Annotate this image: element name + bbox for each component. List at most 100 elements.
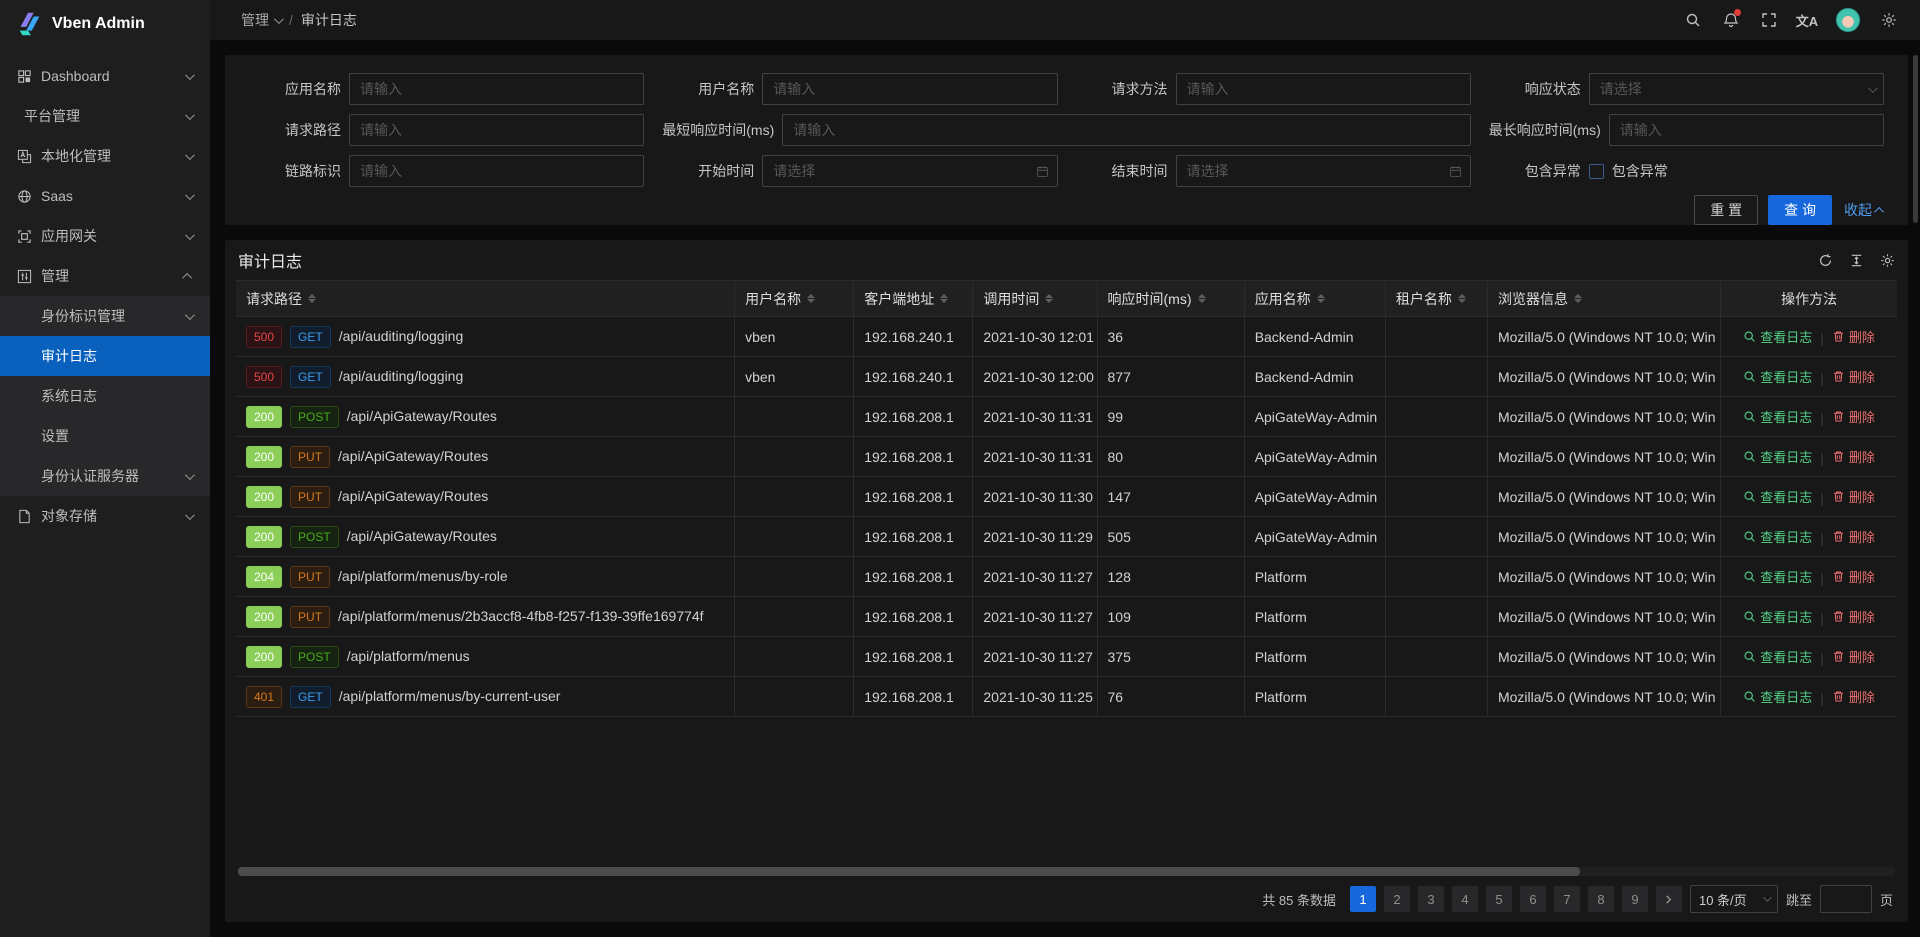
delete-button[interactable]: 删除 [1832,407,1875,426]
sort-icon[interactable] [807,294,816,303]
view-log-button[interactable]: 查看日志 [1743,487,1812,506]
sidebar-item-system-log[interactable]: 系统日志 [0,376,210,416]
min-response-time-input[interactable] [782,114,1471,146]
view-log-button[interactable]: 查看日志 [1743,367,1812,386]
column-header[interactable]: 请求路径 [236,280,736,317]
cell-duration: 147 [1097,476,1245,517]
sidebar-item-management[interactable]: 管理 [0,256,210,296]
chevron-down-icon [184,229,195,240]
sort-icon[interactable] [940,294,949,303]
delete-button[interactable]: 删除 [1832,447,1875,466]
notification-bell-icon[interactable] [1714,0,1748,40]
http-method-input[interactable] [1175,73,1471,105]
sort-icon[interactable] [1045,294,1054,303]
refresh-icon[interactable] [1818,253,1833,268]
sidebar-item-settings[interactable]: 设置 [0,416,210,456]
max-response-time-input[interactable] [1608,114,1884,146]
view-log-button[interactable]: 查看日志 [1743,407,1812,426]
search-icon[interactable] [1676,0,1710,40]
cell-duration: 505 [1097,516,1245,557]
page-button[interactable]: 3 [1417,886,1444,912]
sidebar-item-auth-server[interactable]: 身份认证服务器 [0,456,210,496]
vertical-scrollbar[interactable] [1913,55,1918,223]
view-log-button[interactable]: 查看日志 [1743,607,1812,626]
avatar[interactable] [1836,8,1860,32]
sidebar-item-dashboard[interactable]: Dashboard [0,56,210,96]
sidebar-item-localization[interactable]: 本地化管理 [0,136,210,176]
sort-icon[interactable] [1457,294,1466,303]
page-button[interactable]: 2 [1383,886,1410,912]
row-height-icon[interactable] [1849,253,1864,268]
delete-button[interactable]: 删除 [1832,487,1875,506]
scrollbar-thumb[interactable] [238,867,1581,876]
logo[interactable]: Vben Admin [0,0,210,48]
sidebar-item-identity[interactable]: 身份标识管理 [0,296,210,336]
sidebar-item-object-storage[interactable]: 对象存储 [0,496,210,536]
notification-dot [1734,9,1741,16]
page-button[interactable]: 6 [1519,886,1546,912]
reset-button[interactable]: 重 置 [1694,195,1759,225]
column-header[interactable]: 应用名称 [1244,280,1386,317]
column-header[interactable]: 响应时间(ms) [1097,280,1245,317]
sort-icon[interactable] [1573,294,1582,303]
delete-button[interactable]: 删除 [1832,687,1875,706]
sort-icon[interactable] [1197,294,1206,303]
view-log-button[interactable]: 查看日志 [1743,527,1812,546]
app-name-label: 应用名称 [285,81,341,97]
sort-icon[interactable] [1316,294,1325,303]
cell-actions: 查看日志 | 删除 [1720,316,1897,357]
delete-button[interactable]: 删除 [1832,567,1875,586]
column-header[interactable]: 租户名称 [1385,280,1488,317]
query-button[interactable]: 查 询 [1768,195,1832,225]
cell-duration: 877 [1097,356,1245,397]
cell-user [734,516,855,557]
collapse-link[interactable]: 收起 [1844,200,1885,220]
column-header[interactable]: 用户名称 [734,280,855,317]
cell-app: Platform [1244,556,1386,597]
gear-icon[interactable] [1872,0,1906,40]
page-button[interactable]: 1 [1349,886,1376,912]
page-button[interactable]: 5 [1485,886,1512,912]
sidebar-item-platform[interactable]: 平台管理 [0,96,210,136]
delete-button[interactable]: 删除 [1832,327,1875,346]
delete-button[interactable]: 删除 [1832,607,1875,626]
column-header[interactable]: 客户端地址 [853,280,974,317]
sidebar-item-gateway[interactable]: 应用网关 [0,216,210,256]
column-header[interactable]: 浏览器信息 [1487,280,1722,317]
sidebar-item-saas[interactable]: Saas [0,176,210,216]
sort-icon[interactable] [308,294,316,303]
cell-browser: Mozilla/5.0 (Windows NT 10.0; Win [1487,516,1722,557]
end-time-picker[interactable] [1175,155,1471,187]
page-button[interactable]: 9 [1621,886,1648,912]
view-log-button[interactable]: 查看日志 [1743,567,1812,586]
fullscreen-icon[interactable] [1752,0,1786,40]
view-log-button[interactable]: 查看日志 [1743,327,1812,346]
app-name-input[interactable] [349,73,645,105]
trace-id-input[interactable] [349,155,645,187]
response-status-select[interactable] [1588,73,1884,105]
translate-icon[interactable]: 文A [1795,13,1819,29]
jump-page-input[interactable] [1819,885,1872,913]
delete-button[interactable]: 删除 [1832,527,1875,546]
sidebar-item-audit-log[interactable]: 审计日志 [0,336,210,376]
delete-button[interactable]: 删除 [1832,647,1875,666]
view-log-button[interactable]: 查看日志 [1743,647,1812,666]
horizontal-scrollbar[interactable] [238,867,1895,876]
include-exception-checkbox[interactable] [1588,163,1604,179]
request-path-input[interactable] [349,114,645,146]
page-button[interactable]: 4 [1451,886,1478,912]
column-settings-icon[interactable] [1880,253,1895,268]
delete-button[interactable]: 删除 [1832,367,1875,386]
view-log-button[interactable]: 查看日志 [1743,447,1812,466]
page-size-select[interactable]: 10 条/页 [1689,885,1778,913]
table-row: 200 POST/api/ApiGateway/Routes 192.168.208… [236,516,1897,557]
view-log-button[interactable]: 查看日志 [1743,687,1812,706]
column-header[interactable]: 调用时间 [972,280,1098,317]
breadcrumb-parent[interactable]: 管理 [241,10,284,30]
page-button[interactable]: 7 [1553,886,1580,912]
page-button[interactable]: 8 [1587,886,1614,912]
view-search-icon [1744,411,1756,422]
user-name-input[interactable] [762,73,1058,105]
start-time-picker[interactable] [762,155,1058,187]
next-page-button[interactable] [1655,886,1682,912]
